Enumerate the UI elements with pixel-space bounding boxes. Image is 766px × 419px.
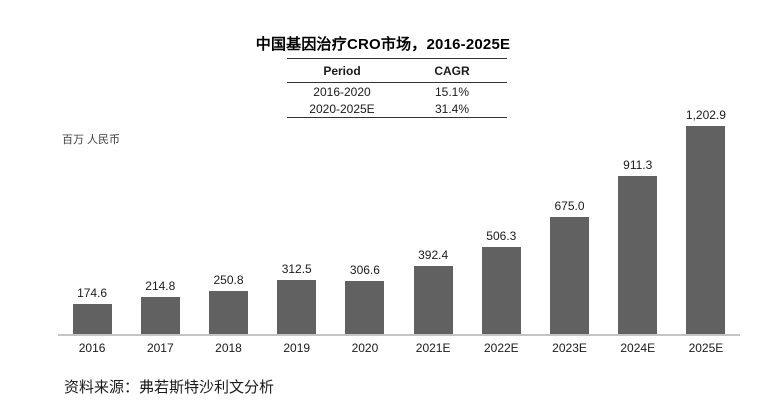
cagr-value-cell: 15.1% xyxy=(434,84,470,99)
bar xyxy=(413,266,453,334)
x-axis-label: 2022E xyxy=(483,341,519,355)
bar-value-label: 306.6 xyxy=(349,263,380,277)
cagr-table: Period CAGR 2016-2020 15.1% 2020-2025E 3… xyxy=(287,58,507,118)
cagr-period-cell: 2020-2025E xyxy=(309,101,375,116)
bar-group-2025E: 1,202.9 xyxy=(672,100,740,334)
bar xyxy=(209,290,248,334)
y-axis-unit-label: 百万 人民币 xyxy=(62,134,121,146)
x-axis-label: 2024E xyxy=(620,341,656,355)
bar-chart-plot: 174.6 214.8 250.8 312.5 306.6 392.4 506.3 675.0… xyxy=(58,100,740,336)
bar xyxy=(277,280,317,334)
bar-group-2018: 250.8 xyxy=(194,100,262,334)
bar-group-2016: 174.6 xyxy=(58,100,126,334)
bar xyxy=(618,176,658,334)
bar-group-2021E: 392.4 xyxy=(399,100,467,334)
bar-value-label: 174.6 xyxy=(77,285,108,300)
x-axis-labels: 2016 2017 2018 2019 2020 2021E 2022E 2023E 2024E… xyxy=(58,341,740,355)
x-axis-label: 2021E xyxy=(415,341,451,355)
bar-group-2023E: 675.0 xyxy=(535,100,603,334)
bar-group-2017: 214.8 xyxy=(126,100,194,334)
bar-group-2019: 312.5 xyxy=(263,100,331,334)
x-axis-label: 2025E xyxy=(688,341,724,355)
bar-group-2020: 306.6 xyxy=(331,100,399,334)
bar-value-label: 1,202.9 xyxy=(685,108,726,122)
bar-value-label: 675.0 xyxy=(554,199,585,214)
bar xyxy=(140,296,180,334)
bar-group-2022E: 506.3 xyxy=(467,100,535,334)
source-note: 资料来源：弗若斯特沙利文分析 xyxy=(64,380,275,396)
cagr-table-header-period: Period xyxy=(323,63,361,78)
cagr-value-cell: 31.4% xyxy=(434,101,470,116)
x-axis-label: 2018 xyxy=(215,341,242,355)
bar xyxy=(345,281,385,334)
cagr-table-row: 2020-2025E 31.4% xyxy=(287,100,507,117)
x-axis-label: 2023E xyxy=(552,341,587,355)
bar-value-label: 214.8 xyxy=(145,278,176,293)
bar-group-2024E: 911.3 xyxy=(604,100,672,334)
x-axis-label: 2016 xyxy=(78,341,106,355)
chart-title: 中国基因治疗CRO市场，2016-2025E xyxy=(255,36,511,53)
x-axis-label: 2019 xyxy=(283,341,311,355)
bar xyxy=(72,303,112,334)
bar-value-label: 506.3 xyxy=(486,228,517,243)
bar xyxy=(481,246,521,334)
bar xyxy=(686,126,726,334)
bar-value-label: 392.4 xyxy=(418,248,449,263)
x-axis-label: 2020 xyxy=(351,341,379,355)
bar-value-label: 911.3 xyxy=(623,158,653,173)
cagr-table-row: 2016-2020 15.1% xyxy=(287,83,507,100)
cagr-period-cell: 2016-2020 xyxy=(313,84,371,99)
bar-value-label: 250.8 xyxy=(213,272,244,287)
cagr-table-header-row: Period CAGR xyxy=(287,59,507,83)
x-axis-label: 2017 xyxy=(146,341,174,355)
bar xyxy=(550,217,590,334)
cagr-table-header-cagr: CAGR xyxy=(434,63,470,78)
bar-value-label: 312.5 xyxy=(281,262,312,276)
